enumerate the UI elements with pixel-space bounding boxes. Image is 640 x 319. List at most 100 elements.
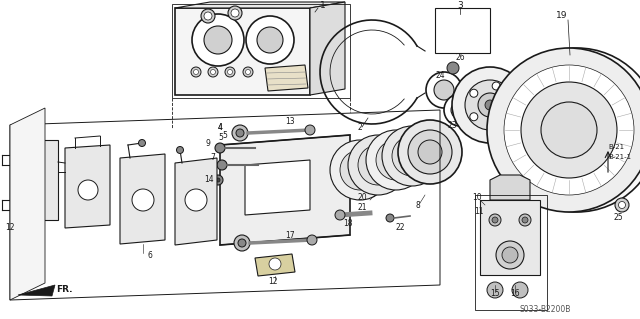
Circle shape [579, 90, 588, 100]
Polygon shape [120, 154, 165, 244]
Bar [435, 8, 490, 53]
Polygon shape [245, 160, 310, 215]
Circle shape [470, 89, 478, 97]
Circle shape [607, 131, 618, 141]
Circle shape [269, 258, 281, 270]
Circle shape [519, 214, 531, 226]
Circle shape [492, 217, 498, 223]
Polygon shape [255, 254, 295, 276]
Circle shape [566, 160, 576, 170]
Circle shape [408, 130, 452, 174]
Polygon shape [10, 140, 58, 220]
Circle shape [426, 72, 462, 108]
Text: 4: 4 [218, 123, 223, 132]
Text: 18: 18 [343, 219, 353, 228]
Circle shape [521, 82, 617, 178]
Circle shape [506, 101, 514, 109]
Circle shape [257, 27, 283, 53]
Bar [480, 200, 540, 275]
Circle shape [615, 198, 629, 212]
Circle shape [382, 126, 442, 186]
Circle shape [243, 67, 253, 77]
Circle shape [485, 100, 495, 110]
Text: 10: 10 [472, 194, 482, 203]
Polygon shape [310, 2, 345, 95]
Polygon shape [175, 158, 217, 245]
Text: 12: 12 [5, 224, 15, 233]
Circle shape [444, 94, 476, 126]
Circle shape [502, 247, 518, 263]
Circle shape [330, 140, 390, 200]
Circle shape [487, 48, 640, 212]
Polygon shape [220, 135, 350, 245]
Text: 3: 3 [457, 2, 463, 11]
Circle shape [434, 80, 454, 100]
Text: 14: 14 [204, 175, 214, 184]
Circle shape [541, 102, 597, 158]
Circle shape [465, 80, 515, 130]
Circle shape [216, 178, 220, 182]
Text: 12: 12 [268, 278, 278, 286]
Text: 26: 26 [455, 53, 465, 62]
Circle shape [470, 113, 478, 121]
Circle shape [386, 214, 394, 222]
Circle shape [193, 70, 198, 75]
Circle shape [571, 124, 583, 136]
Circle shape [232, 125, 248, 141]
Circle shape [618, 202, 625, 209]
Text: 22: 22 [395, 224, 404, 233]
Circle shape [536, 119, 547, 129]
Circle shape [211, 70, 216, 75]
Circle shape [204, 12, 212, 20]
Circle shape [201, 9, 215, 23]
Circle shape [562, 115, 592, 145]
Polygon shape [265, 65, 308, 91]
Circle shape [238, 239, 246, 247]
Text: 5: 5 [218, 132, 223, 142]
Polygon shape [490, 175, 530, 200]
Text: 6: 6 [148, 251, 153, 261]
Circle shape [213, 175, 223, 185]
Text: 1: 1 [320, 2, 326, 11]
Circle shape [478, 93, 502, 117]
Circle shape [191, 67, 201, 77]
Circle shape [138, 139, 145, 146]
Circle shape [335, 210, 345, 220]
Circle shape [192, 14, 244, 66]
Text: 9: 9 [205, 138, 210, 147]
Circle shape [366, 130, 426, 190]
Circle shape [392, 136, 432, 176]
Circle shape [446, 131, 454, 139]
Text: FR.: FR. [56, 286, 72, 294]
Circle shape [496, 241, 524, 269]
Circle shape [512, 282, 528, 298]
Circle shape [487, 282, 503, 298]
Text: 8: 8 [415, 201, 420, 210]
Text: 20: 20 [358, 194, 367, 203]
Circle shape [78, 180, 98, 200]
Circle shape [217, 160, 227, 170]
Text: 13: 13 [285, 117, 294, 127]
Bar [475, 195, 547, 310]
Circle shape [340, 150, 380, 190]
Text: 16: 16 [510, 290, 520, 299]
Circle shape [504, 65, 634, 195]
Circle shape [177, 146, 184, 153]
Text: B-21: B-21 [608, 144, 624, 150]
Circle shape [348, 135, 408, 195]
Polygon shape [10, 108, 45, 300]
Text: 15: 15 [490, 290, 500, 299]
Circle shape [512, 65, 640, 195]
Text: B-21-1: B-21-1 [608, 154, 631, 160]
Text: S033-B2200B: S033-B2200B [520, 305, 572, 314]
Text: 21: 21 [358, 204, 367, 212]
Text: 11: 11 [474, 207, 483, 217]
Circle shape [495, 48, 640, 212]
Text: 5: 5 [222, 131, 227, 140]
Circle shape [451, 101, 469, 119]
Circle shape [529, 82, 625, 178]
Text: 25: 25 [614, 213, 623, 222]
Circle shape [246, 16, 294, 64]
Circle shape [236, 129, 244, 137]
Polygon shape [18, 285, 55, 296]
